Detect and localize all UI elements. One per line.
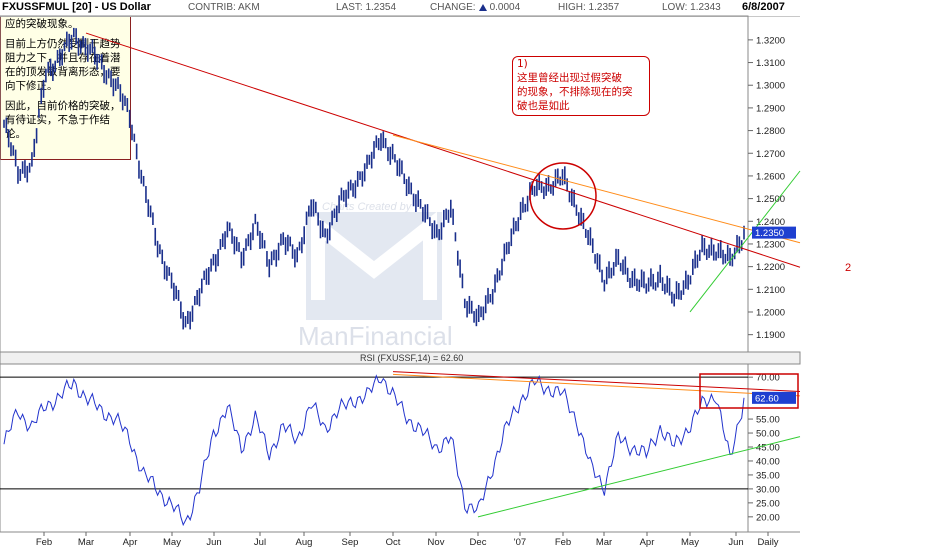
false-breakout-circle xyxy=(529,162,597,230)
x-tick-label: Apr xyxy=(123,537,138,548)
rsi-tick-label: 70.00 xyxy=(756,373,780,384)
rsi-tick-label: 20.00 xyxy=(756,512,780,523)
x-tick-label: Aug xyxy=(296,537,313,548)
price-tick-label: 1.3000 xyxy=(756,81,785,92)
note1-line: 破也是如此 xyxy=(517,100,570,112)
price-trendline xyxy=(85,32,801,268)
price-trendline xyxy=(392,134,801,244)
x-tick-label: May xyxy=(163,537,181,548)
last-value-tag xyxy=(752,226,796,239)
x-tick-label: Nov xyxy=(428,537,445,548)
rsi-tick-label: 50.00 xyxy=(756,429,780,440)
divergence-box xyxy=(699,373,799,409)
price-tick-label: 1.2200 xyxy=(756,262,785,273)
rsi-trendline xyxy=(392,371,801,392)
price-tick-label: 1.2400 xyxy=(756,217,785,228)
note2-paragraph: 因此，目前价格的突破，有待证实，不急于作结论。 xyxy=(5,100,121,140)
price-tick-label: 1.2500 xyxy=(756,194,785,205)
price-tick-label: 1.2700 xyxy=(756,149,785,160)
x-tick-label: Sep xyxy=(342,537,359,548)
x-tick-label: Daily xyxy=(757,537,778,548)
rsi-tick-label: 45.00 xyxy=(756,443,780,454)
rsi-tick-label: 35.00 xyxy=(756,470,780,481)
contrib-label: CONTRIB: AKM xyxy=(188,2,260,13)
price-tick-label: 1.2000 xyxy=(756,307,785,318)
high-price: HIGH: 1.2357 xyxy=(558,2,620,13)
price-tick-label: 1.3100 xyxy=(756,58,785,69)
low-price: LOW: 1.2343 xyxy=(662,2,721,13)
note1-line: 这里曾经出现过假突破 xyxy=(517,72,622,84)
x-tick-label: Oct xyxy=(386,537,401,548)
price-trendline xyxy=(689,170,801,313)
note1-line: 的现象，不排除现在的突 xyxy=(517,86,633,98)
last-value-tag xyxy=(752,391,796,404)
rsi-panel-frame xyxy=(0,363,749,533)
price-tick-label: 1.2300 xyxy=(756,239,785,250)
rsi-tick-label: 55.00 xyxy=(756,415,780,426)
rsi-tick-label: 30.00 xyxy=(756,484,780,495)
price-tick-label: 1.1900 xyxy=(756,330,785,341)
price-tick-label: 1.2600 xyxy=(756,171,785,182)
annotation-note-1: 1) 这里曾经出现过假突破 的现象，不排除现在的突 破也是如此 xyxy=(512,56,650,116)
price-tick-label: 1.2900 xyxy=(756,103,785,114)
watermark-tagline: Charts Created by xyxy=(322,201,413,213)
x-axis-labels: Feb Mar Apr May Jun Jul Aug Sep Oct Nov Dec '07 Feb M… xyxy=(36,532,779,548)
x-tick-label: Dec xyxy=(470,537,487,548)
x-tick-label: Jun xyxy=(728,537,743,548)
change-label: CHANGE: 0.0004 xyxy=(430,2,521,13)
note1-line: 1) xyxy=(517,58,528,70)
price-y-axis: 1.3200 1.3100 1.3000 1.2900 1.2800 1.2700 1.26… xyxy=(748,35,785,341)
price-tick-label: 1.2100 xyxy=(756,285,785,296)
watermark: Charts Created by ManFinancial xyxy=(298,201,453,351)
change-up-icon xyxy=(478,3,487,11)
last-value-tags: 1.2350 62.60 xyxy=(752,226,796,404)
quote-header: FXUSSFMUL [20] - US Dollar CONTRIB: AKM … xyxy=(0,0,800,17)
rsi-tick-label: 40.00 xyxy=(756,456,780,467)
rsi-reference-lines xyxy=(0,376,748,490)
symbol-title: FXUSSFMUL [20] - US Dollar xyxy=(2,1,151,13)
watermark-brand: ManFinancial xyxy=(298,321,453,351)
x-tick-label: Jun xyxy=(206,537,221,548)
rsi-y-axis: 70.00 55.00 50.00 45.00 40.00 35.00 30.00 25.00… xyxy=(748,373,780,523)
rsi-line xyxy=(3,374,745,527)
annotation-number-2: 2 xyxy=(845,262,852,274)
x-tick-label: Mar xyxy=(596,537,612,548)
x-tick-label: Mar xyxy=(78,537,94,548)
price-tick-label: 1.3200 xyxy=(756,35,785,46)
trendlines xyxy=(85,32,801,518)
x-tick-label: May xyxy=(681,537,699,548)
x-tick-label: Apr xyxy=(640,537,655,548)
x-tick-label: '07 xyxy=(514,537,526,548)
watermark-logo-m xyxy=(311,211,437,300)
price-tick-label: 1.2800 xyxy=(756,126,785,137)
last-value-text: 1.2350 xyxy=(755,228,784,239)
price-series xyxy=(3,27,745,330)
rsi-trendline xyxy=(392,373,801,397)
rsi-tick-label: 25.00 xyxy=(756,498,780,509)
x-tick-label: Feb xyxy=(36,537,52,548)
last-price: LAST: 1.2354 xyxy=(336,2,397,13)
x-tick-label: Jul xyxy=(254,537,266,548)
rsi-trendline xyxy=(477,436,801,518)
rsi-title: RSI (FXUSSF,14) = 62.60 xyxy=(360,353,463,363)
last-value-text: 62.60 xyxy=(755,393,779,404)
quote-date: 6/8/2007 xyxy=(742,1,785,13)
rsi-series xyxy=(3,374,745,527)
change-value: 0.0004 xyxy=(489,2,521,13)
x-tick-label: Feb xyxy=(555,537,571,548)
